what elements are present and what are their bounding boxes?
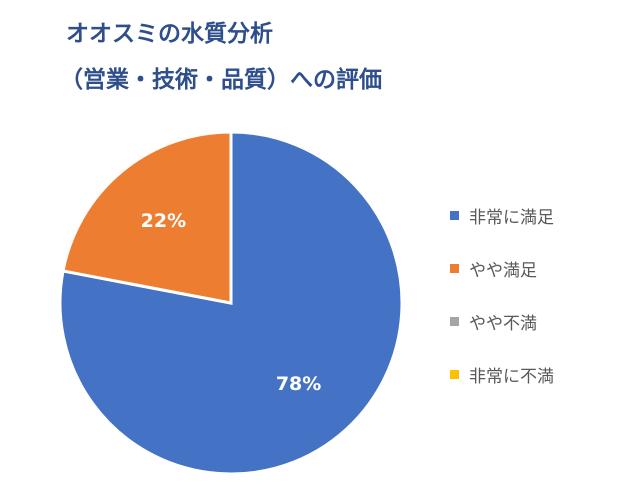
legend-item: 非常に不満 — [450, 364, 554, 387]
legend: 非常に満足 やや満足 やや不満 非常に不満 — [450, 205, 554, 417]
legend-swatch — [450, 369, 459, 379]
legend-swatch — [450, 210, 459, 220]
legend-label: 非常に満足 — [469, 207, 554, 228]
pie-slice — [61, 130, 233, 305]
legend-swatch — [450, 263, 459, 273]
legend-item: やや不満 — [450, 311, 554, 334]
chart-title-line-2: （営業・技術・品質）への評価 — [60, 67, 382, 93]
data-label: 22% — [141, 210, 186, 232]
pie-slice — [58, 130, 404, 476]
chart-title-line-1: オオスミの水質分析 — [66, 21, 273, 47]
legend-label: 非常に不満 — [469, 366, 554, 387]
legend-label: やや満足 — [469, 260, 537, 281]
legend-item: 非常に満足 — [450, 205, 554, 228]
data-label: 78% — [276, 373, 321, 395]
legend-item: やや満足 — [450, 258, 554, 281]
legend-swatch — [450, 316, 459, 326]
legend-label: やや不満 — [469, 313, 537, 334]
